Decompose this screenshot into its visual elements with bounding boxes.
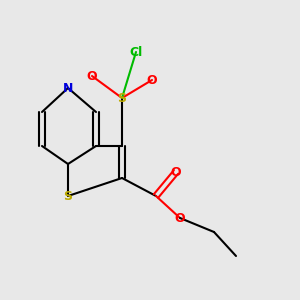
Text: S: S (64, 190, 73, 202)
Text: O: O (147, 74, 157, 86)
Text: Cl: Cl (129, 46, 142, 59)
Text: S: S (118, 92, 127, 104)
Text: O: O (175, 212, 185, 224)
Text: N: N (63, 82, 73, 94)
Text: O: O (171, 166, 181, 178)
Text: O: O (87, 70, 97, 83)
